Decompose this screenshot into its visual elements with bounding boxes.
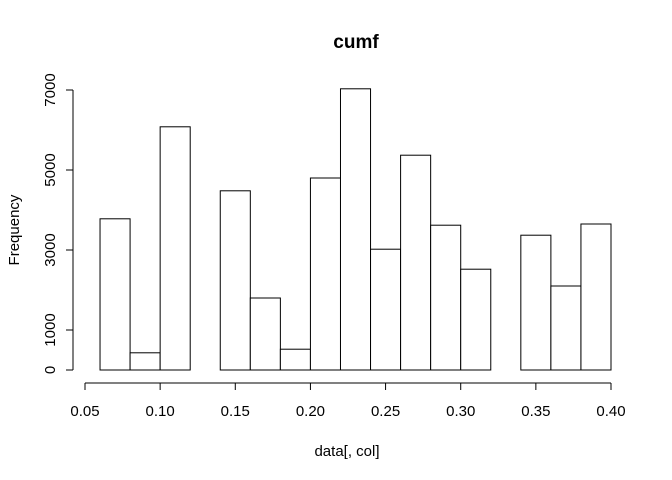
y-tick-label: 5000	[42, 153, 59, 186]
bar-2	[159, 126, 191, 371]
y-tick-label: 0	[42, 366, 59, 374]
y-tick-label: 1000	[42, 313, 59, 346]
bar-12	[460, 268, 492, 371]
x-axis-label: data[, col]	[314, 443, 379, 460]
x-tick-label: 0.35	[521, 403, 550, 420]
bar-5	[249, 297, 281, 371]
y-tick-label: 3000	[42, 233, 59, 266]
y-tick-label: 7000	[42, 73, 59, 106]
x-tick-label: 0.15	[221, 403, 250, 420]
chart-title: cumf	[333, 32, 379, 53]
x-tick-label: 0.20	[296, 403, 325, 420]
bars-group	[99, 88, 612, 371]
x-tick-label: 0.05	[70, 403, 99, 420]
x-tick-label: 0.40	[596, 403, 625, 420]
x-axis: 0.05 0.10 0.15 0.20 0.25 0.30 0.35 0.40	[70, 382, 626, 420]
bar-7	[309, 177, 341, 371]
x-tick-label: 0.30	[446, 403, 475, 420]
y-axis: 0 1000 3000 5000 7000	[42, 73, 74, 374]
bar-9	[370, 248, 402, 371]
bar-8	[339, 88, 372, 371]
bar-0	[99, 218, 131, 371]
x-tick-label: 0.25	[371, 403, 400, 420]
x-tick-label: 0.10	[146, 403, 175, 420]
bar-14	[520, 234, 552, 371]
bar-16	[580, 223, 612, 371]
y-axis-label: Frequency	[6, 194, 23, 265]
bar-15	[550, 285, 582, 371]
bar-10	[400, 154, 432, 371]
bar-1	[129, 352, 161, 371]
bar-4	[219, 190, 251, 371]
bar-11	[430, 224, 462, 371]
bar-6	[279, 348, 311, 371]
